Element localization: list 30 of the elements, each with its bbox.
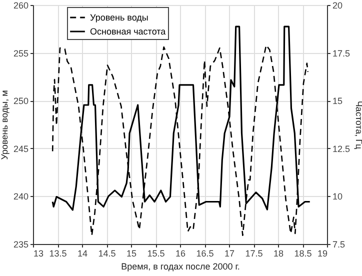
y2-tick-label: 7.5 (332, 240, 346, 250)
legend-label: Уровень воды (90, 12, 148, 22)
y2-axis-title: Частота, Гц (354, 100, 362, 150)
x-tick-label: 16.5 (196, 248, 214, 258)
y-tick-label: 240 (13, 192, 28, 202)
x-tick-label: 17.5 (245, 248, 263, 258)
x-axis-title: Время, в годах после 2000 г. (121, 262, 240, 272)
y2-tick-label: 15 (332, 96, 343, 106)
y-tick-label: 235 (13, 240, 28, 250)
y2-tick-label: 10 (332, 192, 343, 202)
y2-tick-label: 20 (332, 0, 343, 10)
x-tick-label: 17 (224, 248, 235, 258)
x-tick-label: 16 (175, 248, 186, 258)
x-tick-label: 18 (273, 248, 284, 258)
x-tick-label: 19 (317, 248, 328, 258)
x-tick-label: 18.5 (294, 248, 312, 258)
y-axis-title: Уровень воды, м (0, 90, 10, 160)
y-tick-label: 245 (13, 144, 28, 154)
x-tick-label: 14.5 (98, 248, 116, 258)
x-tick-label: 13 (34, 248, 44, 258)
x-tick-label: 14 (77, 248, 88, 258)
y-tick-label: 250 (13, 96, 28, 106)
x-tick-label: 13.5 (49, 248, 67, 258)
y2-tick-label: 12.5 (332, 144, 350, 154)
y-tick-label: 255 (13, 48, 28, 58)
x-tick-label: 15 (126, 248, 137, 258)
x-tick-label: 15.5 (147, 248, 165, 258)
y2-tick-label: 17.5 (332, 48, 350, 58)
legend-label: Основная частота (90, 26, 166, 36)
y-tick-label: 260 (13, 0, 28, 10)
